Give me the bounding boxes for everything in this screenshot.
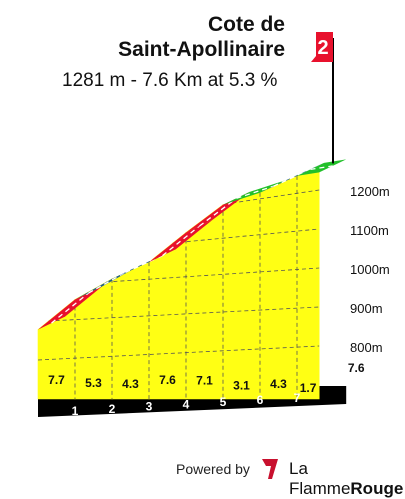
y-tick-label: 1200m bbox=[350, 184, 390, 199]
flamme-rouge-logo-icon bbox=[262, 459, 278, 479]
gradient-strip bbox=[149, 219, 213, 263]
gradient-strips bbox=[38, 159, 347, 330]
gridline bbox=[106, 267, 320, 283]
gradient-label: 1.7 bbox=[300, 381, 317, 395]
category-flag: 2 bbox=[311, 32, 334, 164]
gradient-label: 7.1 bbox=[196, 374, 213, 388]
km-marker: 4 bbox=[183, 397, 190, 411]
gradient-strip bbox=[38, 286, 102, 330]
climb-title: Cote de Saint-Apollinaire bbox=[118, 12, 285, 62]
climb-name-line1: Cote de bbox=[207, 13, 285, 36]
flag-banner bbox=[311, 32, 333, 62]
gradient-label: 3.1 bbox=[233, 378, 250, 392]
gradient-label: 7.6 bbox=[159, 373, 176, 387]
strip-centerline bbox=[273, 168, 311, 187]
gridline bbox=[48, 306, 320, 322]
labels: 800m 900m 1000m 1100m 1200m 7.7 5.3 4.3 7.6 7.1 3.… bbox=[48, 184, 390, 418]
elevation-profile-chart: 800m 900m 1000m 1100m 1200m 7.7 5.3 4.3 7.6 7.1 3.… bbox=[37, 32, 390, 418]
strip-centerline bbox=[236, 185, 274, 199]
strip-centerline bbox=[162, 225, 200, 257]
km-marker: 6 bbox=[257, 393, 264, 407]
y-tick-label: 800m bbox=[350, 340, 383, 355]
gradient-label: 4.3 bbox=[122, 377, 139, 391]
gradient-label: 5.3 bbox=[85, 376, 102, 390]
gridline bbox=[172, 228, 320, 244]
profile-face-segment bbox=[296, 172, 320, 400]
y-tick-label: 900m bbox=[350, 301, 383, 316]
y-tick-label: 1000m bbox=[350, 262, 390, 277]
km-marker: 1 bbox=[72, 404, 79, 418]
strip-centerline bbox=[199, 197, 237, 227]
km-marker: 2 bbox=[109, 402, 116, 416]
km-marker: 5 bbox=[220, 395, 227, 409]
climb-subtitle: 1281 m - 7.6 Km at 5.3 % bbox=[62, 70, 278, 91]
footer: Powered by La FlammeRouge bbox=[176, 458, 403, 498]
brand-name-part2: Rouge bbox=[350, 479, 404, 498]
km-marker: 3 bbox=[146, 400, 153, 414]
profile-faces bbox=[37, 172, 320, 400]
brand-name-part1: La Flamme bbox=[289, 459, 351, 498]
km-marker: 7 bbox=[294, 391, 301, 405]
brand-name: La FlammeRouge bbox=[289, 459, 403, 499]
km-marker: 7.6 bbox=[348, 361, 365, 375]
gradient-label: 7.7 bbox=[48, 373, 65, 387]
gradient-label: 4.3 bbox=[270, 377, 287, 391]
powered-by-text: Powered by bbox=[176, 461, 250, 477]
gradient-strip bbox=[186, 191, 250, 233]
strip-centerline bbox=[88, 271, 126, 294]
strip-centerline bbox=[310, 165, 333, 171]
strip-centerline bbox=[125, 255, 163, 273]
strip-centerline bbox=[51, 292, 89, 324]
profile-face-segment bbox=[222, 192, 261, 400]
gridline bbox=[37, 345, 320, 361]
profile-face-segment bbox=[259, 175, 298, 400]
gridline bbox=[225, 189, 320, 205]
flag-category-label: 2 bbox=[317, 37, 328, 59]
y-tick-label: 1100m bbox=[350, 223, 389, 238]
climb-name-line2: Saint-Apollinaire bbox=[118, 38, 285, 61]
gridlines bbox=[37, 175, 320, 399]
